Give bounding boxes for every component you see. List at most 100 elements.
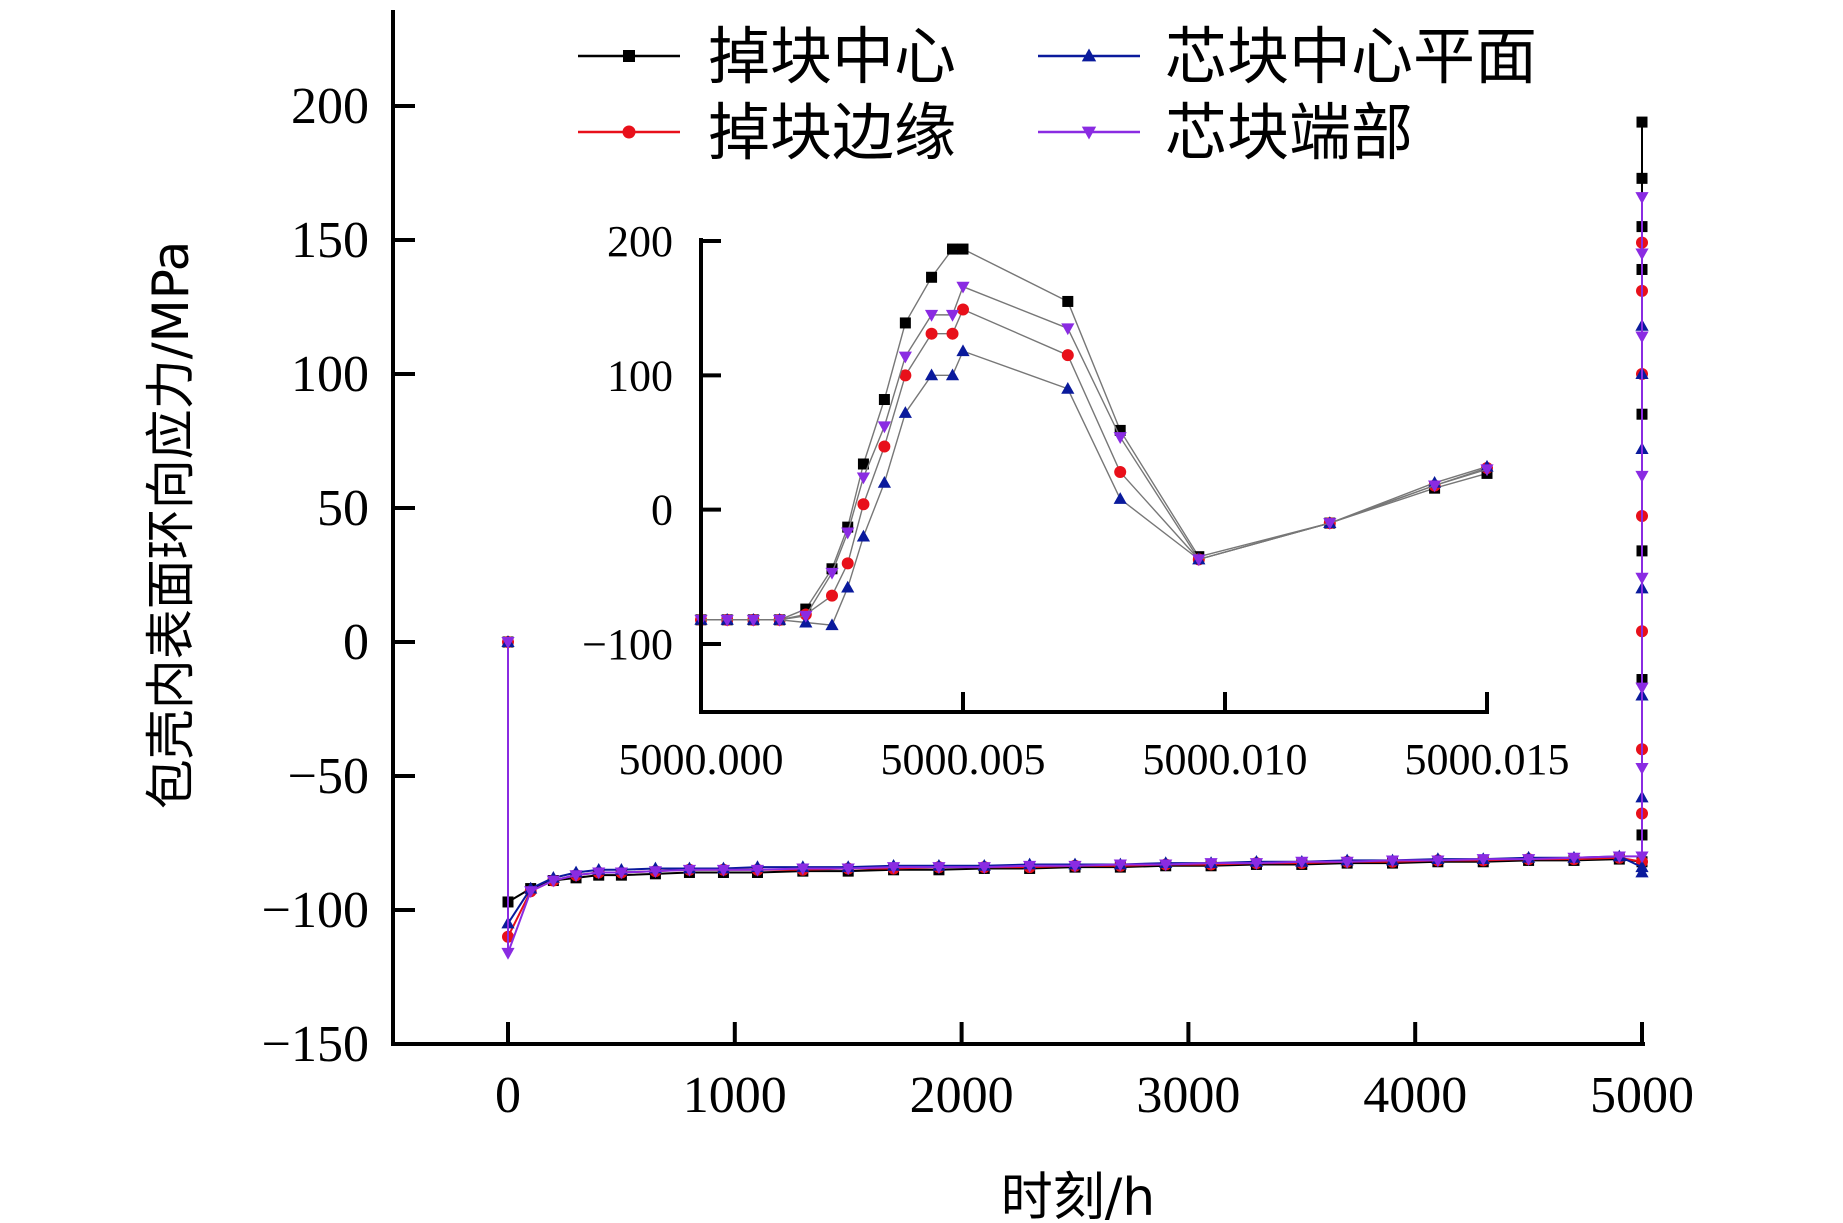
main-point-3: [841, 863, 855, 876]
inset-point-1: [857, 498, 870, 511]
inset-y-tick-label: −100: [582, 620, 673, 669]
inset-point-0: [1062, 295, 1074, 307]
main-point-3: [501, 947, 515, 960]
inset-point-1: [899, 369, 912, 382]
main-point-3: [569, 870, 583, 882]
main-y-tick-label: 50: [317, 480, 369, 537]
legend-label: 掉块边缘: [708, 96, 956, 169]
main-point-3: [750, 864, 765, 877]
inset-x-tick-label: 5000.005: [881, 735, 1046, 784]
y-axis-title: 包壳内表面环向应力/MPa: [142, 241, 200, 810]
main-point-3: [592, 867, 606, 880]
inset-point-3: [825, 567, 839, 580]
inset-point-2: [877, 475, 891, 488]
inset-point-3: [1113, 432, 1127, 444]
inset-point-3: [956, 281, 970, 294]
main-point-3: [1295, 856, 1309, 869]
inset-point-3: [856, 472, 871, 485]
main-point-3: [1612, 851, 1626, 864]
inset-point-2: [856, 529, 871, 542]
main-point-3: [796, 863, 810, 876]
main-x-tick-label: 3000: [1136, 1067, 1240, 1124]
inset-point-3: [1428, 480, 1442, 493]
inset-point-0: [878, 394, 890, 406]
main-point-3: [1476, 854, 1490, 866]
inset-point-3: [877, 421, 891, 434]
inset-point-2: [825, 618, 839, 631]
legend-marker-circle: [622, 125, 636, 139]
inset-y-tick-label: 100: [607, 351, 673, 400]
main-point-3: [1023, 860, 1037, 873]
main-point-3: [1635, 682, 1649, 695]
main-x-tick-label: 0: [495, 1067, 521, 1124]
inset-plot: −100 0 100 200 5000.000 5000.005 5000.010 5000.…: [582, 217, 1569, 784]
inset-point-3: [773, 614, 787, 627]
inset-point-0: [947, 243, 959, 255]
legend-label: 芯块中心平面: [1165, 20, 1537, 93]
main-point-3: [716, 864, 731, 877]
x-axis-title: 时刻/h: [1001, 1168, 1155, 1223]
main-point-3: [1635, 572, 1649, 585]
main-point-3: [977, 862, 991, 874]
inset-point-2: [945, 368, 960, 381]
legend-item: 掉块中心: [578, 20, 956, 93]
main-point-3: [1385, 855, 1400, 868]
inset-point-3: [1480, 464, 1494, 477]
main-x-tick-label: 5000: [1590, 1067, 1694, 1124]
main-point-3: [1159, 859, 1173, 872]
inset-point-3: [898, 351, 912, 364]
inset-x-tick-label: 5000.000: [619, 735, 784, 784]
main-point-3: [1567, 852, 1581, 865]
main-point-3: [648, 866, 663, 878]
main-point-3: [1068, 860, 1082, 873]
inset-point-0: [857, 458, 869, 470]
inset-point-2: [841, 580, 855, 593]
inset-point-2: [924, 368, 939, 381]
inset-series-group: [694, 243, 1494, 631]
inset-point-1: [826, 589, 838, 602]
legend-marker-triangle-up: [1081, 48, 1097, 62]
inset-point-3: [924, 309, 939, 322]
main-y-tick-label: −150: [262, 1016, 369, 1073]
legend-marker-triangle-down: [1081, 126, 1097, 140]
main-point-3: [682, 864, 697, 877]
main-point-3: [1635, 192, 1649, 204]
inset-point-0: [926, 271, 938, 283]
main-point-3: [524, 886, 538, 899]
inset-point-2: [898, 406, 912, 418]
main-point-0: [1636, 116, 1648, 128]
inset-point-2: [1061, 381, 1075, 394]
main-y-tick-label: 150: [291, 212, 369, 269]
inset-point-3: [1061, 323, 1075, 336]
main-point-3: [546, 875, 560, 888]
inset-point-0: [1114, 424, 1126, 436]
inset-point-1: [946, 327, 959, 340]
inset-point-2: [956, 344, 970, 357]
inset-y-tick-label: 200: [607, 217, 673, 266]
inset-point-1: [878, 440, 891, 453]
inset-axes: −100 0 100 200 5000.000 5000.005 5000.010 5000.…: [582, 217, 1569, 784]
main-point-3: [1249, 858, 1264, 870]
main-point-3: [1340, 856, 1354, 869]
main-point-2: [1635, 865, 1649, 878]
inset-point-1: [1061, 349, 1074, 362]
inset-point-3: [945, 309, 960, 322]
inset-point-3: [841, 527, 855, 540]
main-x-tick-label: 4000: [1363, 1067, 1467, 1124]
legend-label: 掉块中心: [708, 20, 956, 93]
main-y-tick-label: 0: [343, 614, 369, 671]
main-point-3: [1522, 854, 1536, 866]
main-point-3: [1113, 859, 1127, 872]
inset-point-3: [1192, 554, 1206, 567]
main-point-3: [1635, 763, 1649, 775]
main-point-3: [1635, 470, 1649, 483]
main-x-tick-label: 2000: [910, 1067, 1014, 1124]
main-line-3: [507, 197, 1643, 954]
main-point-3: [614, 867, 628, 880]
inset-point-0: [899, 317, 911, 329]
main-point-3: [501, 637, 515, 649]
inset-point-0: [957, 243, 969, 255]
inset-series-3: [694, 281, 1494, 627]
